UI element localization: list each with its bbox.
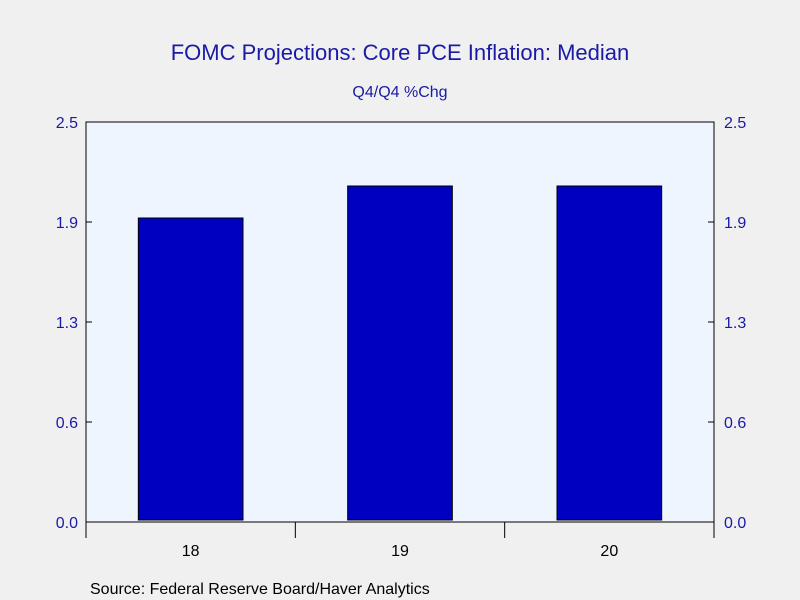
x-tick-label-19: 19 [391, 543, 409, 560]
y-tick-label-left: 0.0 [56, 515, 78, 532]
chart-title: FOMC Projections: Core PCE Inflation: Me… [171, 40, 630, 65]
axes-group: 0.0 0.0 0.6 0.6 1.3 1.3 1.9 1.9 2.5 2.5 18 19 20 [56, 115, 747, 560]
y-tick-label-right: 1.9 [724, 215, 746, 232]
y-tick-label-left: 1.9 [56, 215, 78, 232]
y-tick-label-right: 1.3 [724, 315, 746, 332]
y-tick-label-left: 2.5 [56, 115, 78, 132]
bar-18 [137, 217, 244, 521]
source-note: Source: Federal Reserve Board/Haver Anal… [90, 581, 430, 598]
y-tick-label-left: 0.6 [56, 415, 78, 432]
y-tick-label-left: 1.3 [56, 315, 78, 332]
bars-group [137, 185, 663, 521]
y-tick-label-right: 0.0 [724, 515, 746, 532]
bar-20 [556, 185, 663, 521]
x-tick-label-18: 18 [182, 543, 200, 560]
bar-19 [347, 185, 453, 521]
y-tick-label-right: 0.6 [724, 415, 746, 432]
x-tick-label-20: 20 [600, 543, 618, 560]
y-tick-label-right: 2.5 [724, 115, 746, 132]
chart-subtitle: Q4/Q4 %Chg [352, 84, 447, 101]
